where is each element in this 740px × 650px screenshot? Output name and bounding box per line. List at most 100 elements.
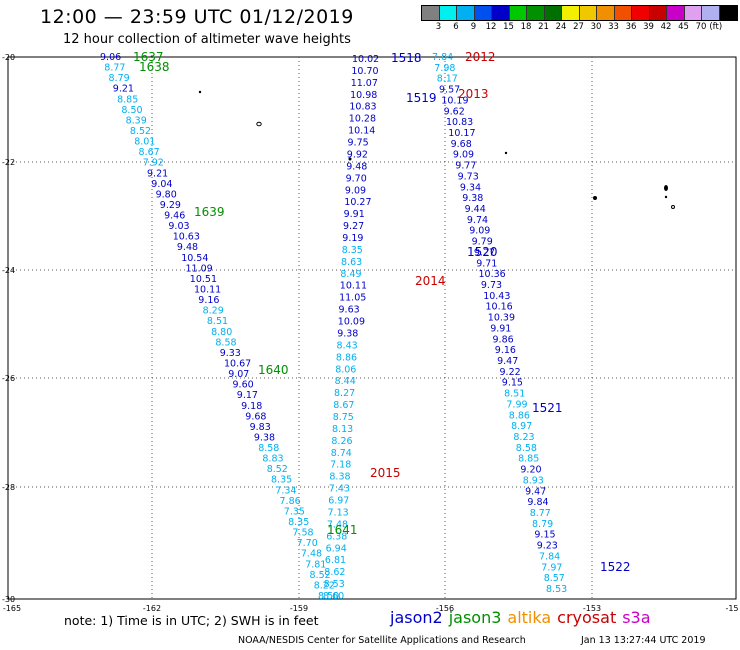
longitude-label: -165 xyxy=(3,604,21,613)
island xyxy=(348,157,352,161)
swh-value: 9.27 xyxy=(343,221,364,232)
swh-value: 7.84 xyxy=(539,551,560,562)
longitude-label: -156 xyxy=(436,604,454,613)
swh-value: 9.15 xyxy=(502,378,523,389)
legend-swatch xyxy=(562,6,580,20)
swh-value: 7.84 xyxy=(432,52,453,63)
island xyxy=(593,196,597,200)
swh-value: 9.38 xyxy=(254,433,275,444)
legend-swatch xyxy=(544,6,562,20)
swh-value: 7.35 xyxy=(284,507,305,518)
swh-values: 9.068.778.799.218.858.508.398.528.018.67… xyxy=(100,52,567,602)
swh-value: 9.86 xyxy=(493,334,514,345)
swh-value: 9.79 xyxy=(472,237,493,248)
swh-value: 9.16 xyxy=(495,345,516,356)
island xyxy=(671,205,675,209)
swh-value: 10.11 xyxy=(194,285,221,296)
satellite-s3a: s3a xyxy=(622,608,651,627)
legend-swatch xyxy=(509,6,527,20)
swh-value: 9.16 xyxy=(198,295,219,306)
swh-value: 8.35 xyxy=(342,245,363,256)
legend-label: 18 xyxy=(520,22,532,32)
swh-value: 9.23 xyxy=(537,541,558,552)
swh-value: 9.47 xyxy=(497,356,518,367)
legend-swatch xyxy=(702,6,720,20)
legend-swatch xyxy=(422,6,440,20)
swh-value: 10.83 xyxy=(349,102,376,113)
swh-value: 8.58 xyxy=(258,443,279,454)
satellite-key: jason2 jason3 altika cryosat s3a xyxy=(390,608,657,627)
swh-value: 7.58 xyxy=(292,528,313,539)
swh-value: 8.35 xyxy=(271,475,292,486)
swh-value: 9.33 xyxy=(220,348,241,359)
swh-value: 9.19 xyxy=(342,233,363,244)
swh-value: 11.05 xyxy=(339,293,366,304)
swh-value: 8.58 xyxy=(516,443,537,454)
swh-value: 9.63 xyxy=(339,305,360,316)
legend-swatch xyxy=(667,6,685,20)
longitude-label: -162 xyxy=(143,604,161,613)
pass-number: 1521 xyxy=(532,401,563,415)
swh-value: 10.11 xyxy=(340,281,367,292)
swh-value: 7.81 xyxy=(305,559,326,570)
graticule xyxy=(8,57,736,599)
swh-value: 10.19 xyxy=(441,95,468,106)
swh-value: 8.80 xyxy=(211,327,232,338)
latitude-label: -30 xyxy=(2,595,15,604)
swh-value: 10.39 xyxy=(488,313,515,324)
swh-value: 9.34 xyxy=(460,182,481,193)
swh-value: 9.06 xyxy=(100,52,121,63)
swh-value: 8.93 xyxy=(523,475,544,486)
swh-value: 9.68 xyxy=(451,139,472,150)
legend-swatch xyxy=(579,6,597,20)
pass-number: 1522 xyxy=(600,560,631,574)
swh-value: 8.63 xyxy=(341,257,362,268)
swh-value: 6.94 xyxy=(326,543,347,554)
legend-label: 42 xyxy=(660,22,672,32)
swh-value: 9.80 xyxy=(156,189,177,200)
island xyxy=(664,195,668,199)
swh-value: 7.13 xyxy=(328,508,349,519)
swh-value: 9.70 xyxy=(346,173,367,184)
legend-label: 27 xyxy=(573,22,584,32)
swh-value: 7.99 xyxy=(506,399,527,410)
island xyxy=(504,151,508,155)
swh-value: 8.86 xyxy=(509,410,530,421)
swh-value: 7.97 xyxy=(541,562,562,573)
swh-value: 9.91 xyxy=(490,323,511,334)
swh-value: 6.38 xyxy=(326,531,347,542)
legend-swatch xyxy=(649,6,667,20)
swh-value: 9.22 xyxy=(500,367,521,378)
swh-value: 8.53 xyxy=(324,579,345,590)
swh-value: 9.09 xyxy=(453,150,474,161)
swh-value: 8.06 xyxy=(335,364,356,375)
legend-swatch xyxy=(474,6,492,20)
swh-value: 9.77 xyxy=(455,161,476,172)
legend-label: 39 xyxy=(643,22,654,32)
swh-value: 9.21 xyxy=(113,84,134,95)
latitude-label: -20 xyxy=(2,53,15,62)
swh-value: 8.52 xyxy=(267,464,288,475)
swh-value: 8.77 xyxy=(530,508,551,519)
swh-value: 9.09 xyxy=(469,226,490,237)
swh-value: 8.49 xyxy=(340,269,361,280)
island xyxy=(256,121,262,127)
legend-label: 15 xyxy=(503,22,514,32)
latitude-label: -28 xyxy=(2,483,15,492)
swh-value: 10.63 xyxy=(173,232,200,243)
legend-label: 30 xyxy=(590,22,602,32)
swh-value: 8.50 xyxy=(318,591,339,602)
swh-value: 9.15 xyxy=(534,530,555,541)
swh-value: 9.03 xyxy=(168,221,189,232)
swh-value: 9.38 xyxy=(337,329,358,340)
swh-value: 9.84 xyxy=(527,497,548,508)
swh-value: 9.91 xyxy=(344,209,365,220)
swh-value: 8.51 xyxy=(504,389,525,400)
pass-number: 2012 xyxy=(465,50,496,64)
swh-value: 9.29 xyxy=(160,200,181,211)
latitude-label: -24 xyxy=(2,266,15,275)
swh-value: 9.68 xyxy=(245,411,266,422)
swh-value: 8.13 xyxy=(332,424,353,435)
